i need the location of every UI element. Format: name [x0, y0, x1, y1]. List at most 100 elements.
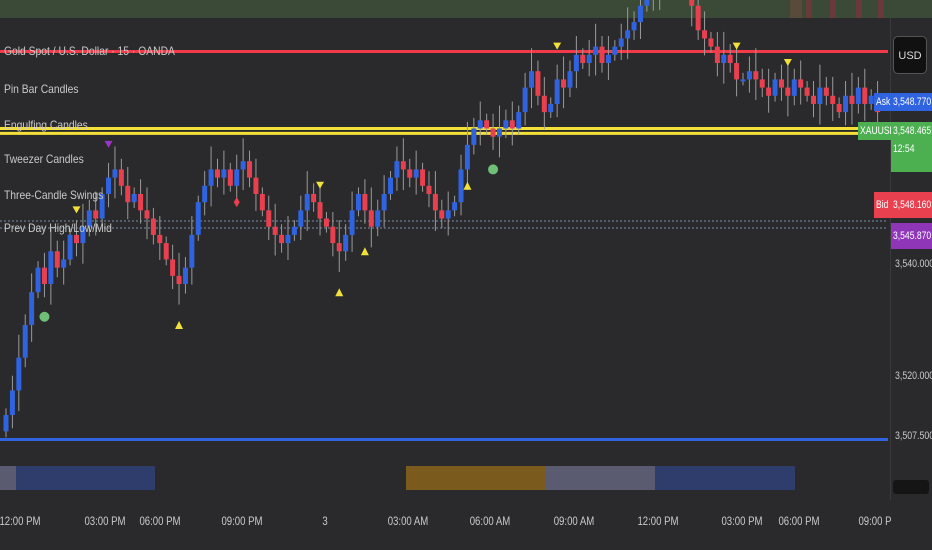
- indicator-label-tweezer[interactable]: Tweezer Candles: [4, 152, 84, 166]
- candle-body: [182, 267, 188, 285]
- price-tick-label: 3,540.000: [895, 258, 932, 270]
- candle-body: [48, 251, 54, 285]
- candle-body: [170, 259, 176, 276]
- candle-body: [432, 193, 438, 211]
- candle-body: [727, 54, 733, 64]
- candle-body: [86, 210, 92, 227]
- candle-body: [586, 54, 592, 64]
- engulfing-bear-marker: [104, 140, 113, 148]
- candle-body: [304, 193, 310, 211]
- candle-body: [118, 169, 124, 186]
- time-axis[interactable]: [0, 500, 890, 550]
- time-label: 03:00 AM: [387, 514, 429, 528]
- candle-body: [689, 0, 695, 6]
- candle-body: [721, 54, 727, 64]
- candle-body: [836, 103, 842, 113]
- candle-body: [746, 71, 752, 80]
- candle-body: [734, 63, 740, 80]
- candle-body: [291, 226, 297, 235]
- candle-body: [631, 22, 637, 31]
- candle-body: [106, 177, 112, 194]
- pin-bar-marker: [39, 311, 50, 322]
- time-label: 06:00 PM: [139, 514, 181, 528]
- swing-high-marker: [732, 42, 741, 50]
- candle-body: [503, 120, 509, 129]
- candle-body: [625, 30, 631, 39]
- indicator-label-engulfing[interactable]: Engulfing Candles: [4, 118, 88, 132]
- session-band: [406, 466, 545, 490]
- candle-body: [253, 177, 259, 194]
- candle-body: [496, 128, 502, 137]
- candle-body: [61, 259, 67, 268]
- candle-body: [272, 226, 278, 235]
- candle-body: [73, 234, 79, 244]
- swing-high-marker: [72, 206, 81, 214]
- candle-body: [785, 87, 791, 96]
- candle-body: [509, 120, 515, 129]
- session-band: [655, 466, 795, 490]
- candle-body: [394, 161, 400, 178]
- candle-body: [516, 112, 522, 129]
- candle-body: [644, 0, 650, 6]
- candle-body: [529, 71, 535, 88]
- candle-body: [618, 38, 624, 47]
- indicator-label-three-candle[interactable]: Three-Candle Swings: [4, 188, 104, 202]
- bar-countdown-tag: 12:54: [891, 140, 932, 172]
- candle-body: [214, 169, 220, 178]
- candle-body: [830, 95, 836, 104]
- candle-body: [702, 30, 708, 39]
- candle-body: [695, 5, 701, 31]
- candle-body: [855, 87, 861, 104]
- candle-body: [714, 46, 720, 64]
- candle-body: [759, 79, 765, 88]
- candle-body: [29, 292, 35, 325]
- time-label: 12:00 PM: [637, 514, 679, 528]
- candle-body: [381, 193, 387, 211]
- candle-body: [163, 243, 169, 260]
- swing-low-marker: [175, 320, 184, 329]
- swing-low-marker: [360, 247, 369, 256]
- session-band: [0, 466, 16, 490]
- candle-body: [605, 54, 611, 64]
- candle-body: [176, 275, 182, 285]
- candle-body: [413, 169, 419, 178]
- candle-body: [80, 226, 86, 244]
- session-band: [16, 466, 155, 490]
- candle-body: [240, 161, 246, 170]
- indicator-label-prev-day[interactable]: Prev Day High/Low/Mid: [4, 221, 112, 235]
- candle-body: [195, 202, 201, 235]
- candle-body: [298, 210, 304, 227]
- candle-body: [490, 128, 496, 137]
- candle-body: [227, 169, 233, 186]
- candle-body: [93, 210, 99, 219]
- time-label: 3: [322, 514, 328, 528]
- candle-body: [336, 243, 342, 252]
- candle-body: [445, 210, 451, 219]
- candle-body: [580, 54, 586, 64]
- candle-body: [452, 202, 458, 211]
- time-label: 09:00 AM: [553, 514, 595, 528]
- candle-body: [22, 324, 28, 358]
- candle-body: [144, 210, 150, 219]
- top-strip-segment: [806, 0, 812, 18]
- currency-button[interactable]: USD: [893, 36, 927, 74]
- candle-body: [426, 185, 432, 194]
- time-label: 03:00 PM: [84, 514, 126, 528]
- prev-day-mid-tag: 3,545.870: [891, 223, 932, 249]
- candle-body: [843, 95, 849, 113]
- candle-body: [464, 144, 470, 170]
- candle-body: [548, 103, 554, 113]
- ask-price-tag: 3,548.770: [891, 93, 932, 111]
- swing-high-marker: [316, 181, 325, 189]
- candle-body: [554, 79, 560, 104]
- indicator-label-pin-bar[interactable]: Pin Bar Candles: [4, 82, 79, 96]
- candle-body: [202, 185, 208, 203]
- candle-body: [778, 79, 784, 88]
- swing-high-marker: [553, 42, 562, 50]
- candle-body: [323, 218, 329, 227]
- top-strip-segment: [878, 0, 884, 18]
- scroll-to-realtime-button[interactable]: [893, 480, 929, 494]
- candle-body: [234, 169, 240, 186]
- candle-body: [541, 95, 547, 113]
- price-chart[interactable]: [0, 0, 890, 500]
